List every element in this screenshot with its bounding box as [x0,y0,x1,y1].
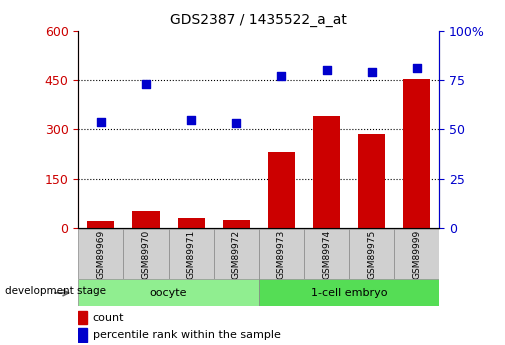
Bar [394,229,439,279]
Text: GSM89973: GSM89973 [277,230,286,279]
Text: percentile rank within the sample: percentile rank within the sample [93,330,281,340]
Bar [78,328,87,342]
Point [413,66,421,71]
Text: oocyte: oocyte [150,288,187,298]
Bar [78,229,123,279]
Bar [259,229,304,279]
Text: GSM89974: GSM89974 [322,230,331,279]
Text: 1-cell embryo: 1-cell embryo [311,288,387,298]
Text: count: count [93,313,124,323]
Bar [78,311,87,324]
Bar [132,211,160,228]
Point [368,70,376,75]
Bar [223,220,250,228]
Title: GDS2387 / 1435522_a_at: GDS2387 / 1435522_a_at [170,13,347,27]
Text: GSM89972: GSM89972 [232,230,241,279]
Point [277,73,285,79]
Bar [214,229,259,279]
Bar [87,221,115,228]
Bar [268,152,295,228]
Point [187,117,195,122]
Bar [259,279,439,306]
Bar [78,279,259,306]
Text: GSM89971: GSM89971 [187,230,195,279]
Text: GSM89975: GSM89975 [367,230,376,279]
Bar [313,116,340,228]
Point [323,68,331,73]
Bar [169,229,214,279]
Bar [358,134,385,228]
Bar [349,229,394,279]
Bar [123,229,169,279]
Text: GSM89970: GSM89970 [141,230,150,279]
Text: GSM89969: GSM89969 [96,230,106,279]
Bar [403,79,430,228]
Bar [304,229,349,279]
Bar [178,218,205,228]
Text: GSM89999: GSM89999 [412,230,421,279]
Point [142,81,150,87]
Point [232,121,240,126]
Text: development stage: development stage [5,286,106,296]
Point [97,119,105,124]
